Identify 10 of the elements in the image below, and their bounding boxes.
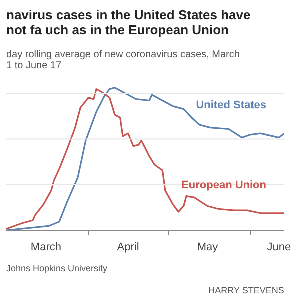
series-label: European Union: [182, 179, 267, 192]
chart-title: navirus cases in the United States have not fa uch as in the European Union: [6, 8, 251, 38]
chart-subtitle: day rolling average of new coronavirus cases, March 1 to June 17: [6, 50, 240, 72]
x-tick-label: May: [197, 242, 219, 254]
series-label: United States: [196, 100, 267, 112]
x-tick-label: April: [117, 242, 140, 254]
text: HARRY STEVENS: [208, 286, 284, 296]
x-tick-label: June: [267, 242, 292, 254]
text: Johns Hopkins University: [6, 264, 108, 274]
x-tick-label: March: [30, 242, 62, 254]
